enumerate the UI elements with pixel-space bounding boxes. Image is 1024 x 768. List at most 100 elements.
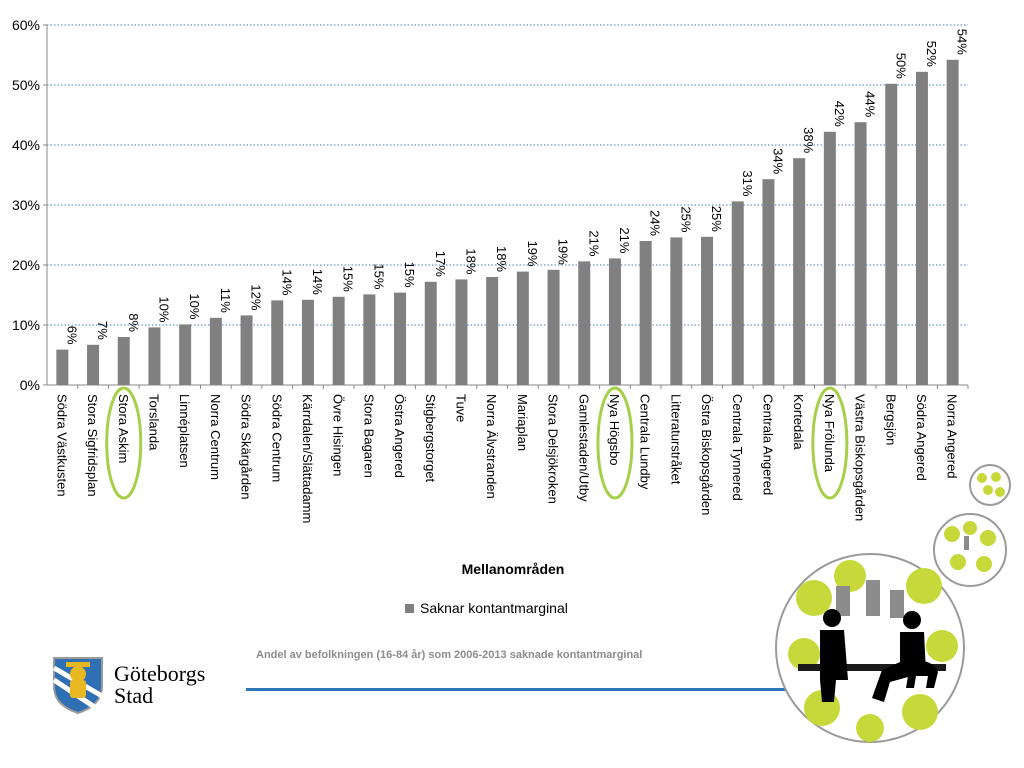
category-label: Västra Biskopsgården xyxy=(853,394,868,521)
category-label: Nya Frölunda xyxy=(822,394,837,473)
data-label: 8% xyxy=(126,313,141,332)
chart-bars xyxy=(56,59,959,386)
legend-swatch xyxy=(405,603,414,613)
data-label: 14% xyxy=(310,269,325,295)
category-label: Centrala Lundby xyxy=(638,394,653,490)
category-label: Tuve xyxy=(453,394,468,422)
y-tick-label: 10% xyxy=(12,317,40,333)
data-label: 21% xyxy=(617,227,632,253)
bar xyxy=(762,179,775,385)
category-label: Stora Delsjökroken xyxy=(546,394,561,504)
highlight-circles xyxy=(105,386,849,500)
y-tick-label: 30% xyxy=(12,197,40,213)
bar xyxy=(179,324,192,385)
bar xyxy=(424,281,437,385)
data-label: 17% xyxy=(433,251,448,277)
bar xyxy=(271,300,284,385)
chart-category-labels: Södra Västkusten Stora Sigfridsplan Stora … xyxy=(54,394,959,523)
category-label: Övre Hisingen xyxy=(331,394,346,476)
y-tick-label: 60% xyxy=(12,17,40,33)
highlight-circle xyxy=(596,386,634,500)
category-label: Södra Angered xyxy=(914,394,929,481)
data-label: 6% xyxy=(64,326,79,345)
category-label: Stora Sigfridsplan xyxy=(85,394,100,497)
category-label: Gamlestaden/Utby xyxy=(576,394,591,502)
category-label: Södra Västkusten xyxy=(54,394,69,497)
data-label: 21% xyxy=(586,230,601,256)
legend-label: Saknar kontantmarginal xyxy=(420,600,568,616)
data-label: 18% xyxy=(463,248,478,274)
bar xyxy=(87,344,100,385)
logo-wordmark: Göteborgs Stad xyxy=(114,663,205,707)
bar xyxy=(516,271,529,385)
category-label: Östra Angered xyxy=(392,394,407,478)
data-label: 44% xyxy=(863,91,878,117)
category-label: Litteraturstråket xyxy=(668,394,683,485)
category-label: Nya Högsbo xyxy=(607,394,622,466)
chart-legend: Saknar kontantmarginal xyxy=(405,600,568,616)
blue-divider-line xyxy=(246,688,794,691)
y-tick-label: 20% xyxy=(12,257,40,273)
bar xyxy=(885,83,898,386)
bar xyxy=(117,337,130,385)
data-label: 11% xyxy=(218,288,233,313)
data-label: 25% xyxy=(709,206,724,232)
chart-gridlines xyxy=(47,24,968,326)
chart-data-labels: 6% 7% 8% 10% 10% 11% 12% 14% 14% 15% 15% 15% 17% 18% 1… xyxy=(64,29,969,345)
logo-line-1: Göteborgs xyxy=(114,661,206,686)
bar xyxy=(209,317,222,385)
category-label: Centrala Angered xyxy=(760,394,775,495)
category-label: Kortedala xyxy=(791,394,806,450)
data-label: 19% xyxy=(556,239,571,265)
bar xyxy=(731,201,744,385)
category-label: Södra Centrum xyxy=(269,394,284,482)
category-label: Södra Skärgården xyxy=(239,394,254,500)
data-label: 25% xyxy=(678,206,693,232)
bar xyxy=(915,71,928,386)
highlight-circle xyxy=(105,386,143,500)
bar xyxy=(670,237,683,385)
data-label: 52% xyxy=(924,41,939,67)
y-tick-label: 0% xyxy=(20,377,40,393)
chart-caption: Andel av befolkningen (16-84 år) som 200… xyxy=(256,649,643,661)
data-label: 34% xyxy=(770,148,785,174)
category-label: Stora Bagaren xyxy=(361,394,376,478)
category-label: Östra Biskopsgården xyxy=(699,394,714,515)
data-label: 42% xyxy=(832,101,847,127)
category-label: Stigbergstorget xyxy=(423,394,438,483)
y-tick-label: 50% xyxy=(12,77,40,93)
data-label: 12% xyxy=(249,284,264,310)
bar xyxy=(854,122,867,385)
bar xyxy=(394,292,407,385)
data-label: 10% xyxy=(187,293,202,319)
category-label: Bergsjön xyxy=(883,394,898,445)
data-label: 50% xyxy=(893,53,908,79)
category-label: Centrala Tynnered xyxy=(730,394,745,501)
bar xyxy=(363,294,376,385)
category-label: Stora Askim xyxy=(116,394,131,463)
bar xyxy=(301,299,314,385)
bar xyxy=(486,277,499,385)
bar xyxy=(946,59,959,386)
data-label: 18% xyxy=(494,246,509,272)
bar xyxy=(823,131,836,385)
logo-line-2: Stad xyxy=(114,683,154,708)
highlight-circle xyxy=(811,386,849,500)
bar-chart: 0% 10% 20% 30% 40% 50% 60% 6% 7% 8% 10% 10% 11% 12% 1… xyxy=(12,17,970,577)
bar xyxy=(608,258,621,385)
data-label: 15% xyxy=(402,262,417,288)
category-label: Kärrdalen/Slättadamm xyxy=(300,394,315,523)
data-label: 14% xyxy=(279,269,294,295)
bar xyxy=(578,261,591,385)
data-label: 15% xyxy=(341,266,356,292)
bar xyxy=(639,241,652,385)
data-label: 38% xyxy=(801,127,816,153)
category-label: Mariaplan xyxy=(515,394,530,451)
x-axis-title: Mellanområden xyxy=(462,561,565,577)
category-label: Norra Angered xyxy=(945,394,960,479)
data-label: 31% xyxy=(740,170,755,196)
bar xyxy=(240,315,253,385)
bar xyxy=(148,327,161,385)
category-label: Linnéplatsen xyxy=(177,394,192,468)
data-label: 54% xyxy=(955,29,970,55)
